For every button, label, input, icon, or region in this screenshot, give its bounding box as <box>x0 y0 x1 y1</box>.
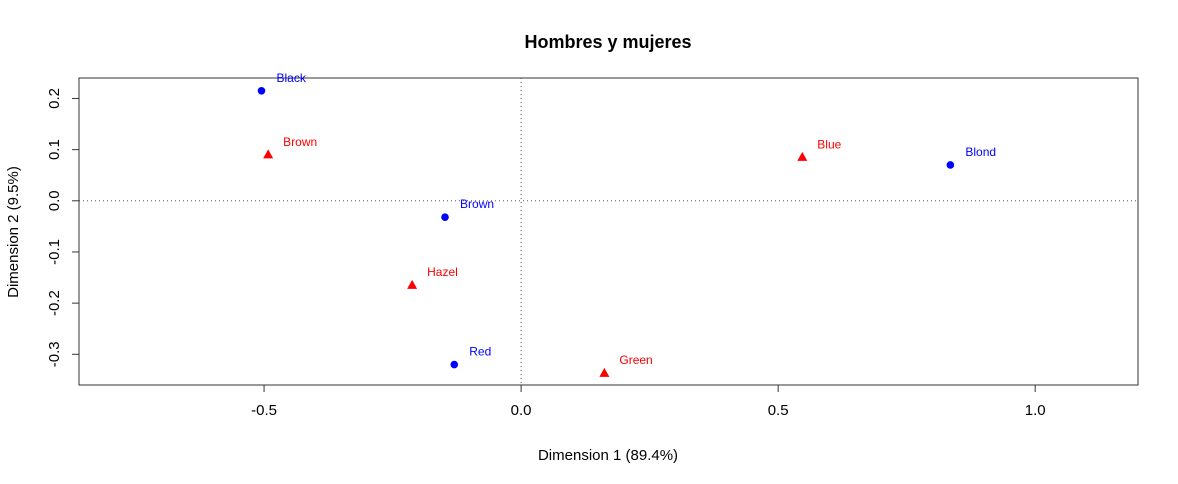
point-label-hazel: Hazel <box>427 265 458 279</box>
y-axis-label: Dimension 2 (9.5%) <box>5 166 22 298</box>
x-axis: -0.5 0.0 0.5 1.0 <box>251 384 1046 419</box>
data-points: Black Brown Red Blond Brown Hazel Green Blue <box>257 71 996 377</box>
point-label-green: Green <box>619 353 652 367</box>
y-axis: -0.3 -0.2 -0.1 0.0 0.1 0.2 <box>46 88 80 367</box>
x-tick-label: 1.0 <box>1025 402 1046 419</box>
point-label-blond: Blond <box>965 145 996 159</box>
point-label-brown: Brown <box>460 197 494 211</box>
point-marker-hazel <box>407 279 418 289</box>
point-marker-black <box>257 86 266 95</box>
point-marker-brown <box>263 149 274 159</box>
y-tick-label: 0.1 <box>46 139 63 160</box>
point-label-red: Red <box>469 345 491 359</box>
point-marker-blond <box>946 161 955 169</box>
x-tick-label: -0.5 <box>251 402 277 419</box>
point-label-black: Black <box>276 71 306 85</box>
point-marker-red <box>450 360 459 369</box>
point-label-brown: Brown <box>283 135 317 149</box>
point-label-blue: Blue <box>817 137 841 151</box>
plot-frame <box>78 77 1139 386</box>
y-tick-label: 0.0 <box>46 190 63 211</box>
point-marker-blue <box>797 151 808 161</box>
x-tick-label: 0.5 <box>768 402 789 419</box>
y-tick-label: 0.2 <box>46 88 63 109</box>
y-tick-label: -0.1 <box>46 239 63 265</box>
x-axis-label: Dimension 1 (89.4%) <box>538 447 678 464</box>
point-marker-green <box>599 367 610 377</box>
reference-lines <box>79 78 1138 385</box>
chart-title: Hombres y mujeres <box>524 32 691 52</box>
x-tick-label: 0.0 <box>511 402 532 419</box>
y-tick-label: -0.3 <box>46 341 63 367</box>
y-tick-label: -0.2 <box>46 290 63 316</box>
point-marker-brown <box>441 213 449 221</box>
